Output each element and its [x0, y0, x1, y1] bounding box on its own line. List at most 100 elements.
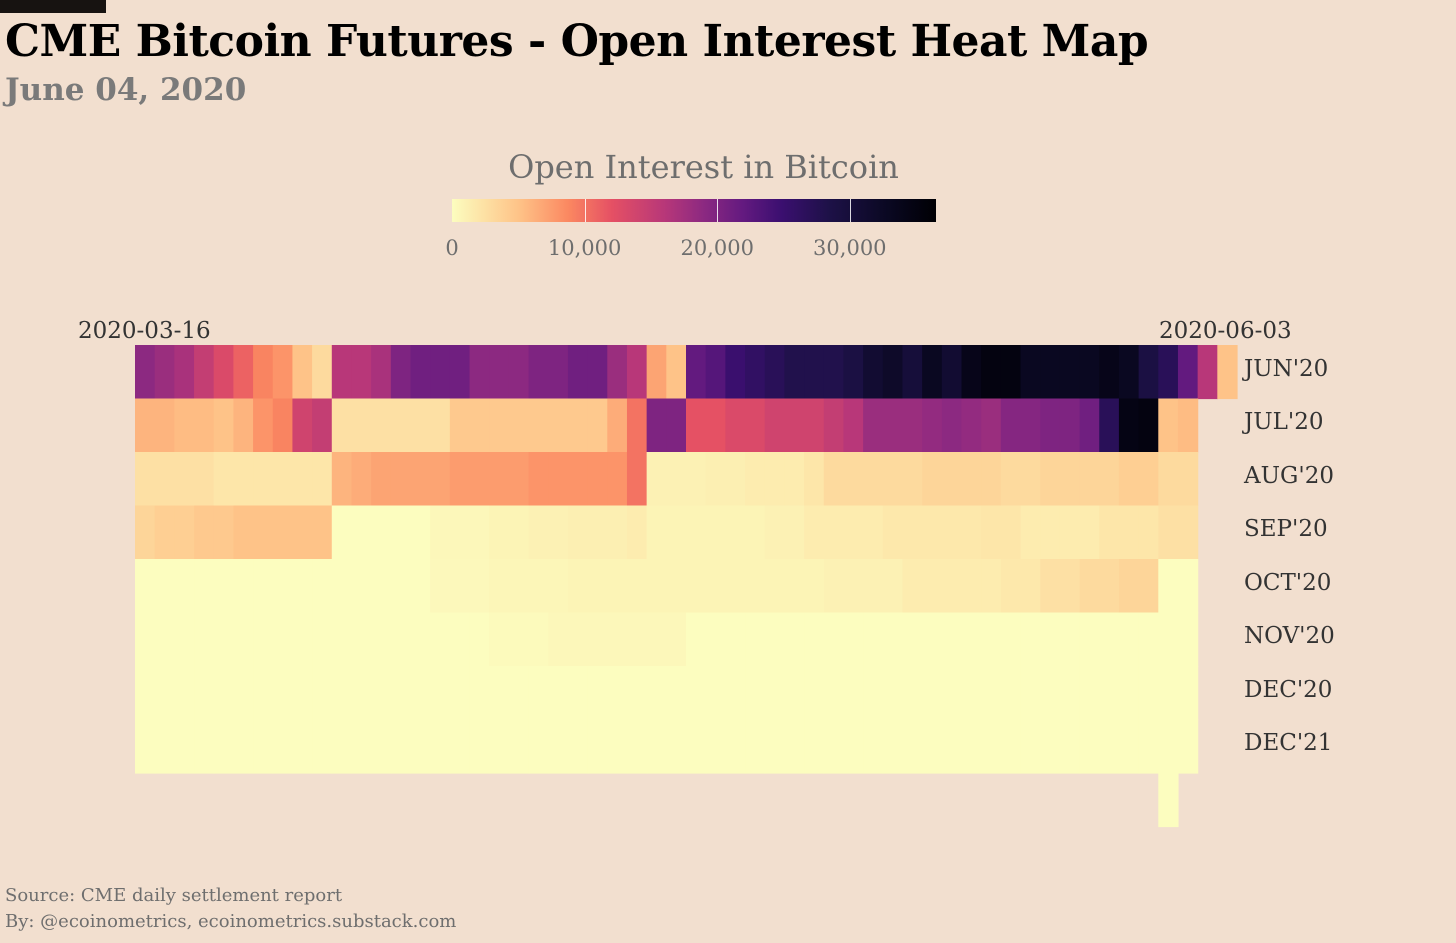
heatmap-cell [1158, 398, 1179, 453]
heatmap-cell [528, 345, 549, 400]
heatmap-cell [272, 559, 294, 614]
heatmap-cell [626, 612, 648, 667]
heatmap-cell [351, 666, 372, 721]
heatmap-cell [233, 345, 254, 400]
heatmap-cell [922, 345, 943, 400]
heatmap-cell [607, 345, 628, 400]
heatmap-cell [508, 719, 530, 774]
heatmap-cell [863, 452, 884, 507]
heatmap-cell [646, 719, 667, 774]
heatmap-cell [1099, 398, 1120, 453]
heatmap-cell [1138, 559, 1159, 614]
heatmap-cell [1040, 559, 1061, 614]
heatmap-cell [882, 505, 904, 560]
heatmap-cell [1000, 666, 1022, 721]
chart-subtitle: June 04, 2020 [5, 72, 247, 108]
heatmap-cell [646, 612, 667, 667]
source-note: Source: CME daily settlement report [5, 885, 343, 906]
heatmap-cell [331, 398, 353, 453]
heatmap-cell [1040, 452, 1061, 507]
heatmap-cell [922, 398, 943, 453]
heatmap-cell [686, 452, 707, 507]
heatmap-cell [863, 719, 884, 774]
heatmap-cell [469, 719, 490, 774]
heatmap-cell [804, 505, 825, 560]
heatmap-cell [666, 345, 687, 400]
heatmap-cell [390, 559, 412, 614]
heatmap-cell [567, 505, 589, 560]
heatmap-cell [272, 666, 294, 721]
heatmap-cell [705, 452, 726, 507]
heatmap-cell [764, 398, 785, 453]
heatmap-cell [686, 398, 707, 453]
heatmap-cell [331, 345, 353, 400]
heatmap-cell [843, 398, 864, 453]
heatmap-cell [882, 612, 904, 667]
heatmap-cell [371, 612, 392, 667]
heatmap-cell [1020, 612, 1041, 667]
heatmap-cell [981, 666, 1002, 721]
heatmap-cell [194, 345, 215, 400]
heatmap-cell [804, 666, 825, 721]
heatmap-cell [213, 719, 234, 774]
heatmap-cell [764, 345, 785, 400]
heatmap-cell [587, 398, 608, 453]
heatmap-cell [784, 398, 805, 453]
heatmap-cell [548, 666, 569, 721]
heatmap-cell [449, 559, 471, 614]
heatmap-cell [194, 719, 215, 774]
heatmap-cell [194, 559, 215, 614]
heatmap-cell [135, 719, 156, 774]
heatmap-cell [331, 559, 353, 614]
heatmap-cell [745, 612, 766, 667]
heatmap-cell [784, 612, 805, 667]
heatmap-cell [489, 505, 510, 560]
heatmap-cell [194, 505, 215, 560]
heatmap-cell [253, 398, 274, 453]
heatmap-cell [351, 505, 372, 560]
heatmap-cell [351, 719, 372, 774]
heatmap-cell [1040, 666, 1061, 721]
heatmap-cell [174, 612, 195, 667]
heatmap-cell [1000, 398, 1022, 453]
heatmap-cell [1099, 666, 1120, 721]
heatmap-cell [410, 452, 431, 507]
heatmap-cell [312, 505, 333, 560]
heatmap-cell [587, 719, 608, 774]
heatmap-cell [174, 505, 195, 560]
author-note: By: @ecoinometrics, ecoinometrics.substa… [5, 911, 457, 932]
heatmap-cell [922, 559, 943, 614]
heatmap-cell [430, 505, 451, 560]
heatmap-cell [410, 505, 431, 560]
heatmap-cell [292, 345, 313, 400]
heatmap-cell [213, 559, 234, 614]
heatmap-cell [548, 559, 569, 614]
heatmap-cell [548, 345, 569, 400]
heatmap-cell [1020, 666, 1041, 721]
heatmap-cell [272, 505, 294, 560]
heatmap-cell [686, 559, 707, 614]
heatmap-cell [705, 719, 726, 774]
heatmap-cell [430, 612, 451, 667]
heatmap-cell [745, 719, 766, 774]
heatmap-cell [1020, 505, 1041, 560]
heatmap-cell [961, 452, 982, 507]
heatmap-cell [764, 666, 785, 721]
heatmap-cell [902, 452, 923, 507]
heatmap-cell [843, 505, 864, 560]
heatmap-cell [508, 345, 530, 400]
heatmap-cell [686, 345, 707, 400]
heatmap-cell [154, 559, 175, 614]
heatmap-cell [784, 559, 805, 614]
heatmap-cell [213, 612, 234, 667]
heatmap-cell [941, 398, 963, 453]
colorbar-label: 20,000 [680, 236, 754, 260]
colorbar-tick [717, 199, 719, 222]
heatmap-cell [843, 559, 864, 614]
heatmap-cell [863, 345, 884, 400]
heatmap-cell [371, 505, 392, 560]
heatmap-cell [941, 719, 963, 774]
heatmap-cell [312, 452, 333, 507]
heatmap-cell [764, 612, 785, 667]
